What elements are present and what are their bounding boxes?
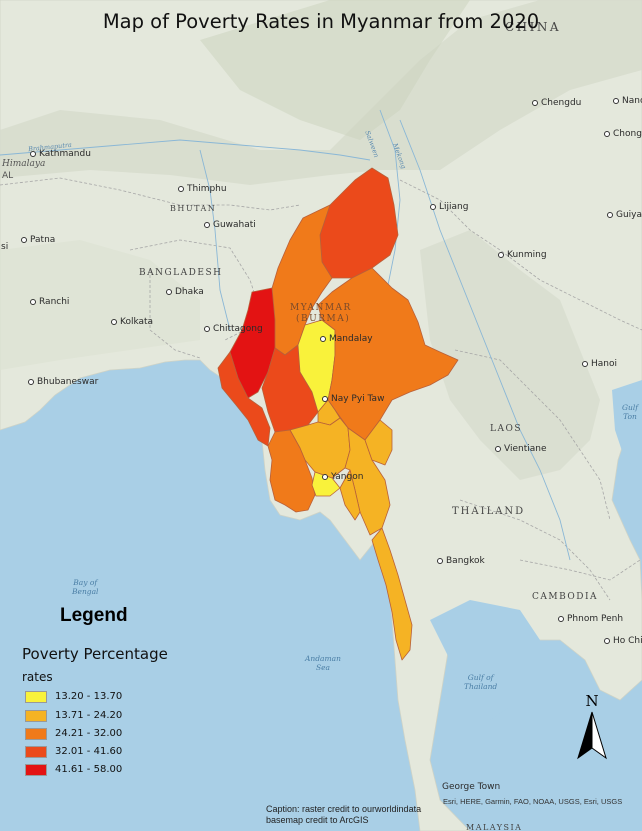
city-guwahati[interactable]: Guwahati (204, 221, 256, 230)
city-chengdu[interactable]: Chengdu (532, 99, 581, 108)
region-label-al: AL (2, 171, 14, 181)
gulf-of-thailand (430, 600, 540, 720)
city-dhaka[interactable]: Dhaka (166, 288, 204, 297)
city-dot-icon (532, 99, 538, 106)
city-dot-icon (604, 130, 610, 137)
water-label-gulf-right: Gulf Ton (622, 403, 638, 422)
city-dot-icon (582, 360, 588, 367)
city-dot-icon (607, 211, 613, 218)
legend-subtitle-rates: rates (22, 670, 53, 684)
basemap-attribution: Esri, HERE, Garmin, FAO, NOAA, USGS, Esr… (443, 797, 623, 806)
country-label-cambodia: CAMBODIA (532, 592, 599, 602)
region-ayeyarwady (267, 429, 316, 513)
region-kayah (364, 419, 393, 466)
myanmar-regions (217, 167, 459, 661)
city-dot-icon (28, 378, 34, 385)
city-phnompenh[interactable]: Phnom Penh (558, 615, 623, 624)
city-guiyang[interactable]: Guiyan (607, 211, 642, 220)
country-label-malaysia: MALAYSIA (466, 823, 523, 831)
country-label-bangladesh: BANGLADESH (139, 268, 223, 278)
city-patna[interactable]: Patna (21, 236, 55, 245)
city-dot-icon (204, 325, 210, 332)
region-rakhine (217, 351, 271, 447)
plateau-relief (200, 0, 470, 140)
region-mon (339, 469, 361, 521)
city-dot-icon (613, 97, 619, 104)
country-label-myanmar: MYANMAR (290, 303, 352, 313)
legend-swatch (25, 746, 47, 758)
city-dot-icon (178, 185, 184, 192)
legend-label: 24.21 - 32.00 (55, 728, 123, 739)
legend-subtitle: Poverty Percentage (22, 645, 168, 663)
legend-label: 41.61 - 58.00 (55, 764, 123, 775)
legend-swatch (25, 710, 47, 722)
city-bangkok[interactable]: Bangkok (437, 557, 485, 566)
city-dot-icon (30, 150, 36, 157)
city-dot-icon (111, 318, 117, 325)
city-kolkata[interactable]: Kolkata (111, 318, 153, 327)
tonkin-gulf (612, 380, 642, 470)
city-kathmandu[interactable]: Kathmandu (30, 150, 91, 159)
legend-swatch (25, 764, 47, 776)
city-vientiane[interactable]: Vientiane (495, 445, 547, 454)
city-dot-icon (430, 203, 436, 210)
country-label-china: CHINA (505, 20, 562, 34)
north-arrow: N (574, 692, 610, 762)
legend-swatch (25, 691, 47, 703)
city-thimphu[interactable]: Thimphu (178, 185, 227, 194)
city-chongqing[interactable]: Chongq (604, 130, 642, 139)
water-label-bay-of-bengal: Bay of Bengal (72, 578, 99, 597)
map-title: Map of Poverty Rates in Myanmar from 202… (102, 10, 540, 33)
legend-swatch (25, 728, 47, 740)
north-arrow-icon (577, 711, 607, 760)
region-shan (317, 267, 459, 441)
water-label-gulf-of-thailand: Gulf of Thailand (464, 673, 498, 692)
city-dot-icon (322, 473, 328, 480)
city-chittagong[interactable]: Chittagong (204, 325, 263, 334)
country-label-laos: LAOS (490, 424, 523, 434)
city-naypyitaw[interactable]: Nay Pyi Taw (322, 395, 384, 404)
city-dot-icon (320, 335, 326, 342)
city-kunming[interactable]: Kunming (498, 251, 547, 260)
city-georgetown: George Town (442, 782, 501, 792)
map-caption: Caption: raster credit to ourworldindata… (266, 804, 421, 826)
city-bhubaneswar[interactable]: Bhubaneswar (28, 378, 98, 387)
region-tanintharyi (371, 527, 413, 661)
city-mandalay[interactable]: Mandalay (320, 335, 373, 344)
city-yangon[interactable]: Yangon (322, 473, 363, 482)
country-label-burma: (BURMA) (296, 314, 351, 324)
city-dot-icon (322, 395, 328, 402)
himalaya-relief (0, 0, 642, 185)
region-yangon (311, 471, 341, 497)
city-dot-icon (498, 251, 504, 258)
north-arrow-label: N (585, 692, 599, 710)
legend-label: 13.71 - 24.20 (55, 710, 123, 721)
legend-title: Legend (60, 605, 128, 626)
city-dot-icon (166, 288, 172, 295)
legend-label: 13.20 - 13.70 (55, 691, 123, 702)
legend-label: 32.01 - 41.60 (55, 746, 123, 757)
country-label-thailand: THAILAND (452, 506, 526, 517)
country-label-bhutan: BHUTAN (170, 204, 217, 213)
city-ranchi[interactable]: Ranchi (30, 298, 69, 307)
region-label-himalaya: Himalaya (2, 159, 46, 169)
city-dot-icon (204, 221, 210, 228)
city-dot-icon (21, 236, 27, 243)
city-lijiang[interactable]: Lijiang (430, 203, 468, 212)
caption-line-1: Caption: raster credit to ourworldindata (266, 804, 422, 814)
city-dot-icon (495, 445, 501, 452)
city-dot-icon (604, 637, 610, 644)
water-label-andaman-sea: Andaman Sea (305, 654, 341, 673)
city-hanoi[interactable]: Hanoi (582, 360, 617, 369)
city-dot-icon (558, 615, 564, 622)
caption-line-2: basemap credit to ArcGIS (266, 814, 369, 825)
city-dot-icon (30, 298, 36, 305)
city-nanchong[interactable]: Nanchong (613, 97, 642, 106)
region-chin (229, 287, 276, 399)
city-dot-icon (437, 557, 443, 564)
city-si: si (1, 242, 9, 252)
city-hochiminh[interactable]: Ho Chi (604, 637, 642, 646)
